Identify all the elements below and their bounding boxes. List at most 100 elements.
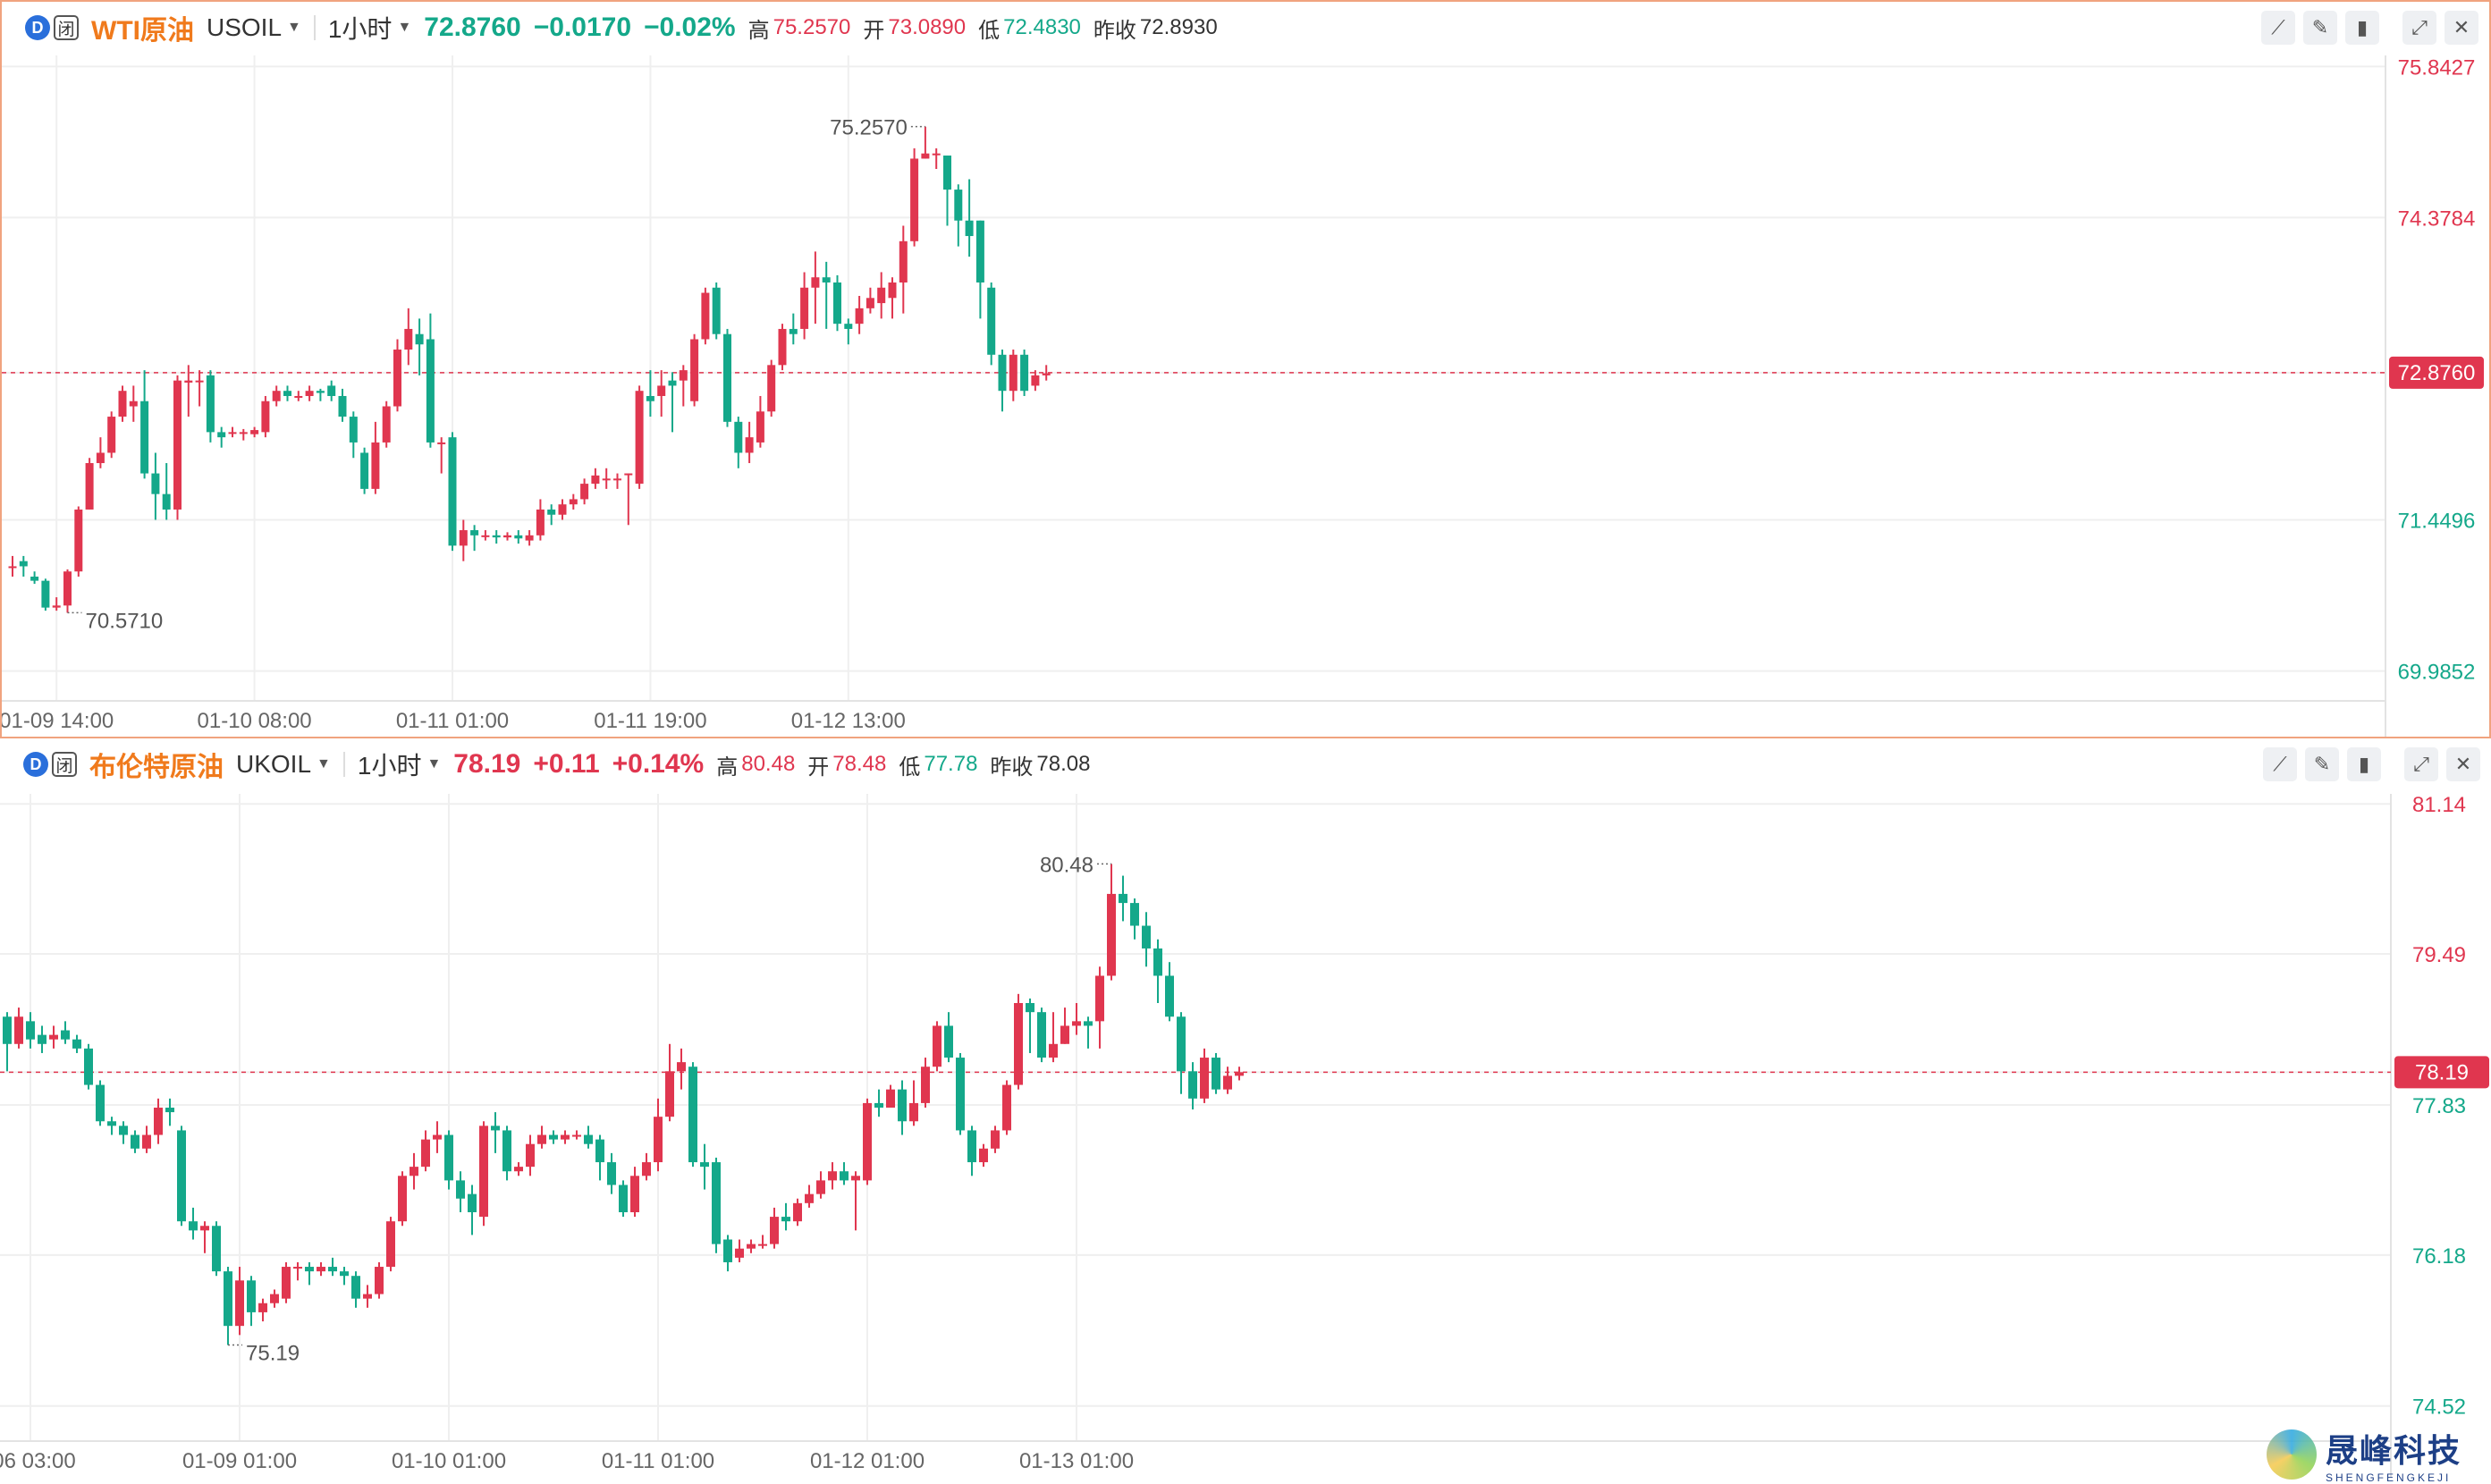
candle-body [491,1126,500,1131]
candle-body [595,1139,604,1163]
candle-body [481,535,490,537]
candle-body [967,1130,976,1163]
candle-body [747,1244,756,1249]
expand-icon[interactable]: ⤢ [2404,747,2438,781]
candle-body [235,1280,244,1327]
candle-body [217,432,226,438]
candle-icon[interactable]: ▮ [2347,747,2381,781]
candle-body [549,1134,558,1140]
candle-body [665,1071,674,1117]
x-tick-label: 01-11 19:00 [594,709,706,733]
candle-body [933,1025,942,1067]
ukoil-candlestick-chart[interactable]: 80.48 75.19 81.14 79.49 78.19 77.83 76.18 74.52… [0,738,2491,1479]
candle-body [1107,893,1116,976]
high-annotation: 75.2570 [830,116,908,140]
candle-body [1014,1003,1023,1085]
candle-body [1009,354,1018,392]
low-annotation: 75.19 [246,1342,300,1366]
chevron-down-icon[interactable]: ▼ [426,756,442,772]
candle-body [3,1016,12,1044]
candle-body [38,1034,46,1044]
candle-body [745,437,754,453]
symbol-selector[interactable]: USOIL [206,13,283,41]
candle-body [1049,1043,1058,1058]
candle-body [700,1162,709,1168]
candle-body [690,339,699,401]
candle-body [536,509,545,535]
pencil-icon[interactable]: ✎ [2303,11,2337,45]
candle-body [479,1126,488,1218]
candle-body [1212,1058,1220,1090]
candle-body [822,277,831,282]
candle-body [525,535,534,541]
wti-candlestick-chart[interactable]: 75.2570 70.5710 75.8427 74.3784 72.8760 71.44… [2,2,2489,737]
chart-toolbar: ⟋ ✎ ▮ ⤢ ✕ [2253,11,2478,45]
candle-body [1165,975,1174,1017]
candle-body [855,308,864,325]
interval-selector[interactable]: 1小时 [357,752,422,780]
candle-body [84,1048,93,1085]
last-price: 78.19 [453,749,521,779]
candle-body [572,1134,581,1137]
candle-body [866,298,874,308]
last-price-label: 72.8760 [2398,361,2476,385]
symbol-selector[interactable]: UKOIL [236,750,312,778]
instrument-name: 布伦特原油 [89,753,224,782]
pencil-icon[interactable]: ✎ [2305,747,2339,781]
candle-body [351,1276,360,1299]
high-label: 高 [747,18,770,43]
close-icon[interactable]: ✕ [2446,747,2480,781]
candle-body [886,1089,895,1108]
candle-body [569,499,578,505]
candle-body [270,1294,279,1303]
candle-body [800,287,809,329]
candle-body [375,1267,384,1294]
candle-body [657,385,666,396]
candle-body [1153,948,1162,976]
candle-body [1235,1072,1244,1076]
candle-body [459,530,468,546]
candle-body [635,391,644,485]
candle-body [767,365,776,412]
interval-selector[interactable]: 1小时 [327,15,393,43]
last-price-label: 78.19 [2415,1060,2469,1084]
last-price-badge [2389,356,2484,389]
candle-body [239,432,248,434]
candle-body [386,1221,395,1268]
candle-body [470,530,479,535]
close-icon[interactable]: ✕ [2445,11,2478,45]
candle-body [61,1030,70,1040]
chevron-down-icon[interactable]: ▼ [397,20,412,35]
wti-chart-panel: 75.2570 70.5710 75.8427 74.3784 72.8760 71.44… [0,0,2491,738]
candle-body [1223,1075,1232,1090]
candle-body [932,153,941,156]
open-value: 73.0890 [888,15,967,39]
candle-body [613,478,621,481]
candle-body [979,1148,988,1163]
chevron-down-icon[interactable]: ▼ [317,756,331,772]
candle-body [258,1303,267,1312]
brand-watermark: 晟峰科技 SHENGFENGKEJI [2267,1425,2461,1484]
candle-body [877,287,886,304]
y-tick-label: 76.18 [2412,1244,2466,1269]
candle-body [619,1185,628,1212]
candle-body [393,350,401,407]
expand-icon[interactable]: ⤢ [2402,11,2436,45]
trend-line-icon[interactable]: ⟋ [2263,747,2297,781]
candle-body [162,493,171,510]
candle-body [503,535,511,538]
chevron-down-icon[interactable]: ▼ [287,20,301,35]
candle-body [371,442,380,489]
candle-body [1084,1021,1093,1026]
candle-body [758,1244,767,1246]
prev-close-value: 72.8930 [1139,15,1218,39]
candle-body [177,1130,186,1222]
candle-body [975,220,984,282]
candle-body [8,566,17,569]
trend-line-icon[interactable]: ⟋ [2261,11,2295,45]
candle-body [410,1167,418,1176]
candle-body [781,1217,790,1222]
candle-icon[interactable]: ▮ [2345,11,2379,45]
candle-body [228,432,237,434]
candle-body [1037,1012,1046,1058]
